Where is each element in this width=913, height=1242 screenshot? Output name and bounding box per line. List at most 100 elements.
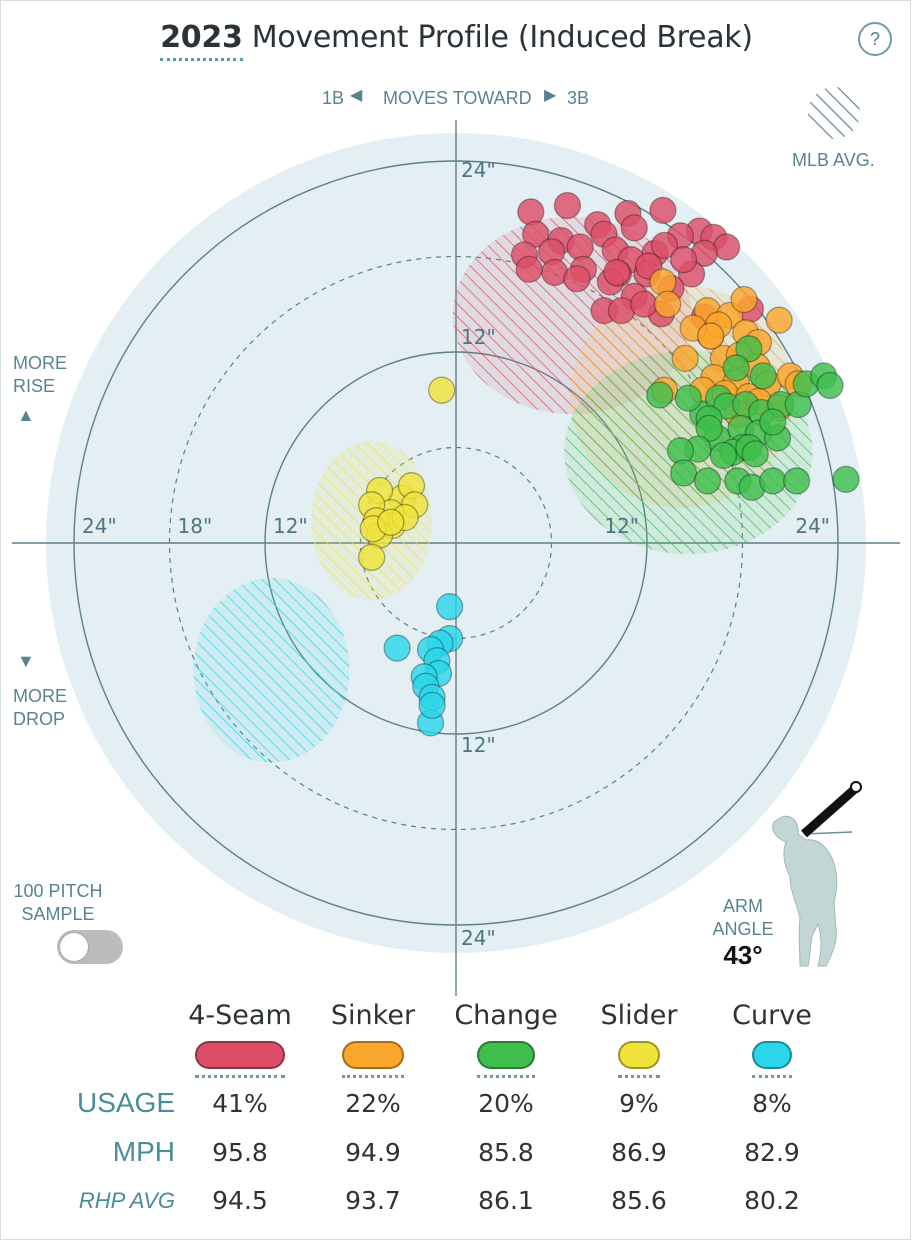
direction-center-label: MOVES TOWARD — [383, 88, 532, 108]
pitch-point-4-seam[interactable] — [630, 290, 658, 318]
table-cell: 41% — [212, 1089, 268, 1118]
legend-item-slider[interactable]: Slider — [574, 1000, 704, 1078]
pitch-point-4-seam[interactable] — [603, 258, 631, 287]
pitch-point-change[interactable] — [735, 335, 763, 363]
tick-label-left-outer: 24" — [82, 514, 117, 538]
pitch-point-change[interactable] — [669, 459, 698, 487]
pitch-point-4-seam[interactable] — [620, 214, 648, 242]
pitch-point-4-seam[interactable] — [650, 231, 679, 260]
pitcher-silhouette-icon — [772, 781, 862, 967]
pitch-point-curve[interactable] — [383, 634, 411, 662]
pitch-point-4-seam[interactable] — [563, 265, 591, 293]
tick-label-lower: 12" — [461, 733, 496, 757]
pitch-point-change[interactable] — [832, 465, 860, 493]
table-cell: 82.9 — [744, 1138, 800, 1167]
more-rise-label: MORE RISE — [13, 353, 67, 396]
pitch-point-slider[interactable] — [428, 376, 456, 404]
pitch-point-sinker[interactable] — [730, 285, 758, 314]
arm-angle-value: 43° — [723, 940, 763, 970]
row-label-mph: MPH — [112, 1136, 175, 1167]
row-label-rhp-avg: RHP AVG — [78, 1188, 175, 1213]
pitch-point-curve[interactable] — [435, 593, 464, 621]
legend-swatch — [618, 1041, 660, 1069]
tick-label-left-mid: 18" — [178, 514, 213, 538]
pitch-point-curve[interactable] — [418, 691, 446, 719]
legend-underline — [752, 1075, 792, 1078]
more-drop-label: MORE DROP — [13, 686, 67, 729]
pitch-point-slider[interactable] — [377, 508, 405, 536]
legend-underline — [195, 1075, 285, 1078]
pitch-point-4-seam[interactable] — [553, 191, 582, 220]
legend-label: Change — [454, 1000, 558, 1031]
tick-label-right-outer: 24" — [795, 514, 830, 538]
pitch-point-sinker[interactable] — [654, 290, 682, 318]
legend-label: 4-Seam — [188, 1000, 292, 1031]
pitch-point-change[interactable] — [722, 354, 750, 382]
table-cell: 94.5 — [212, 1186, 268, 1215]
pitch-point-change[interactable] — [674, 384, 703, 412]
tick-label-top: 24" — [461, 158, 496, 182]
pitch-point-4-seam[interactable] — [517, 198, 545, 226]
toggle-knob — [60, 933, 88, 961]
pitch-point-sinker[interactable] — [697, 322, 725, 350]
legend-item-curve[interactable]: Curve — [707, 1000, 837, 1078]
arrow-left-icon: ◀ — [350, 87, 363, 104]
tick-label-right-inner: 12" — [604, 514, 639, 538]
legend-label: Curve — [732, 1000, 812, 1031]
pitch-point-change[interactable] — [759, 467, 787, 495]
pitch-point-change[interactable] — [741, 440, 769, 468]
tick-label-upper: 12" — [461, 325, 496, 349]
pitch-point-change[interactable] — [646, 381, 674, 409]
legend-item-change[interactable]: Change — [441, 1000, 571, 1078]
mlb-avg-label: MLB AVG. — [792, 150, 875, 170]
pitch-point-4-seam[interactable] — [649, 196, 677, 224]
table-cell: 22% — [345, 1089, 401, 1118]
sample-toggle[interactable] — [57, 930, 123, 964]
triangle-down-icon: ▼ — [17, 651, 35, 671]
legend-swatch — [752, 1041, 792, 1069]
pitch-point-4-seam[interactable] — [521, 220, 550, 248]
table-cell: 94.9 — [345, 1138, 401, 1167]
legend-swatch — [195, 1041, 285, 1069]
movement-chart: 24" 12" 12" 24" 24" 18" 12" 12" 24" — [12, 87, 900, 996]
table-cell: 85.8 — [478, 1138, 534, 1167]
legend-label: Slider — [600, 1000, 678, 1031]
triangle-up-icon: ▲ — [17, 405, 35, 425]
pitch-point-change[interactable] — [759, 408, 787, 436]
title-text: Movement Profile (Induced Break) — [251, 20, 753, 55]
direction-right-label: 3B — [567, 88, 590, 108]
pitch-point-sinker[interactable] — [649, 268, 677, 296]
table-cell: 86.9 — [611, 1138, 667, 1167]
legend-underline — [618, 1075, 660, 1078]
arrow-right-icon: ▶ — [544, 87, 557, 104]
table-cell: 8% — [752, 1089, 792, 1118]
table-cell: 86.1 — [478, 1186, 534, 1215]
sample-label: 100 PITCH SAMPLE — [13, 881, 103, 924]
legend-swatch — [342, 1041, 404, 1069]
legend-item-4-seam[interactable]: 4-Seam — [175, 1000, 305, 1078]
pitch-point-4-seam[interactable] — [669, 246, 698, 274]
tick-label-bottom: 24" — [461, 926, 496, 950]
pitch-point-slider[interactable] — [357, 543, 386, 571]
table-cell: 20% — [478, 1089, 534, 1118]
year-selector[interactable]: 2023 — [160, 20, 243, 61]
mlb-avg-curve — [193, 578, 350, 763]
page-title: 2023 Movement Profile (Induced Break) — [0, 20, 913, 61]
legend-underline — [342, 1075, 404, 1078]
legend-item-sinker[interactable]: Sinker — [308, 1000, 438, 1078]
pitch-point-change[interactable] — [749, 362, 777, 390]
pitch-point-change[interactable] — [782, 467, 811, 495]
help-icon[interactable]: ? — [858, 22, 892, 56]
pitch-point-change[interactable] — [709, 441, 738, 470]
arm-angle-label: ARM ANGLE — [712, 896, 774, 939]
pitch-point-sinker[interactable] — [765, 306, 793, 334]
pitch-point-change[interactable] — [693, 467, 722, 495]
pitch-point-change[interactable] — [816, 371, 844, 400]
pitch-point-change[interactable] — [695, 414, 723, 443]
legend-swatch — [477, 1041, 535, 1069]
pitch-point-4-seam[interactable] — [515, 255, 543, 283]
table-cell: 9% — [619, 1089, 659, 1118]
pitch-point-sinker[interactable] — [671, 344, 699, 373]
legend-underline — [477, 1075, 535, 1078]
